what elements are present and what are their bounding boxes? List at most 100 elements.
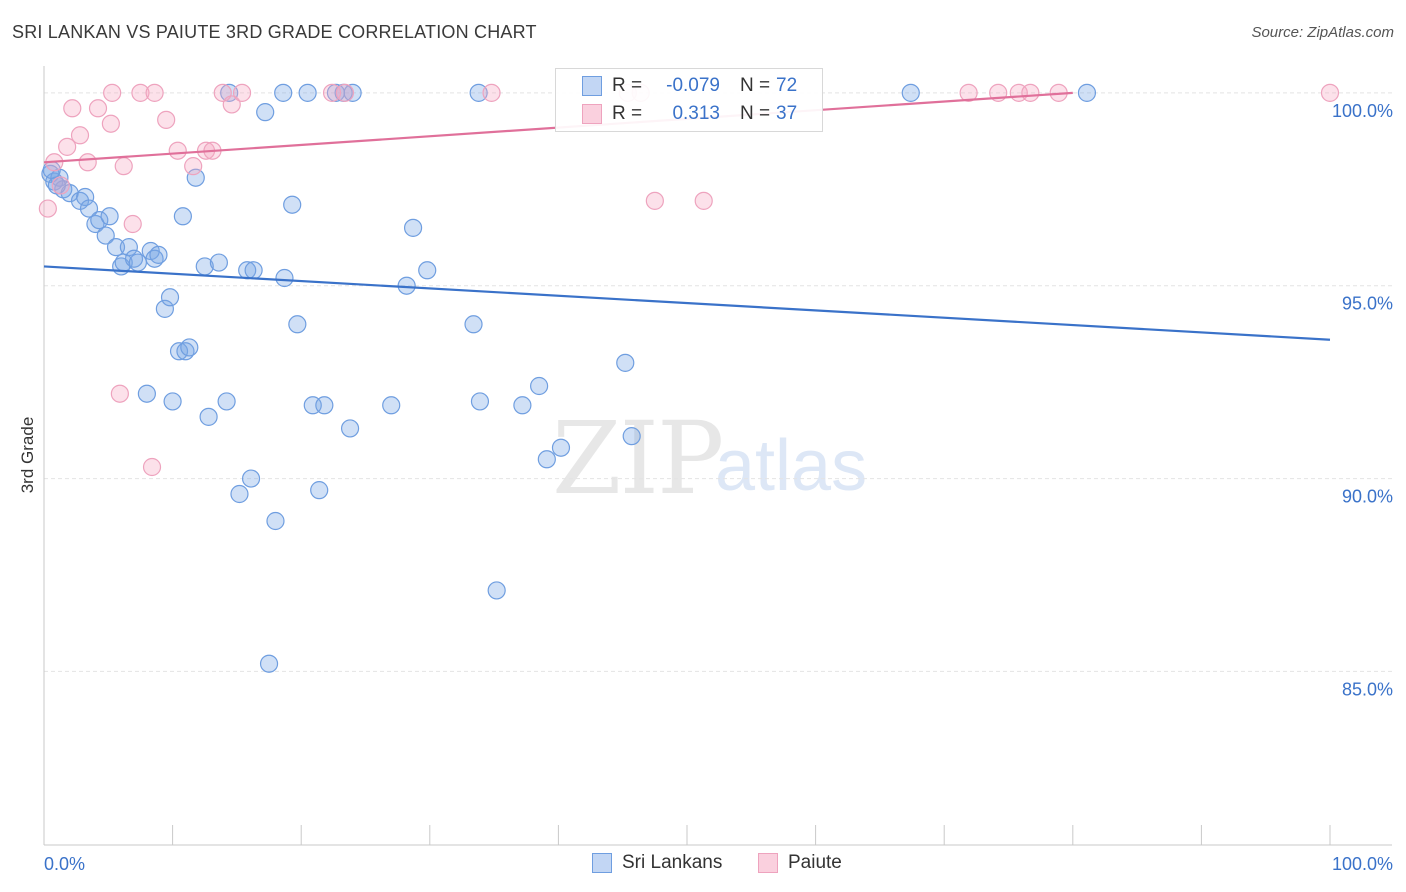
point-sri-lankans: [244, 261, 263, 280]
legend-r-value: -0.079: [666, 75, 720, 96]
legend-n-label: N =: [740, 103, 771, 124]
bottom-legend-paiute: Paiute: [758, 852, 842, 874]
point-sri-lankans: [100, 207, 119, 226]
point-sri-lankans: [622, 427, 641, 446]
point-sri-lankans: [382, 396, 401, 415]
trendline-sri-lankans: [43, 265, 1331, 341]
y-tick-label: 90.0%: [1342, 487, 1393, 507]
point-paiute: [232, 83, 252, 102]
point-paiute: [482, 83, 501, 102]
point-sri-lankans: [90, 211, 109, 230]
point-sri-lankans: [169, 342, 189, 361]
point-paiute: [145, 83, 164, 102]
point-paiute: [63, 99, 82, 118]
y-tick-label: 100.0%: [1332, 101, 1393, 121]
point-paiute: [222, 95, 241, 114]
point-sri-lankans: [220, 83, 239, 102]
point-sri-lankans: [470, 392, 490, 411]
legend-n-label: N =: [740, 75, 771, 96]
point-sri-lankans: [149, 245, 168, 264]
point-sri-lankans: [310, 481, 329, 500]
point-paiute: [959, 83, 978, 102]
point-sri-lankans: [418, 261, 437, 280]
point-paiute: [110, 384, 129, 403]
chart-title: SRI LANKAN VS PAIUTE 3RD GRADE CORRELATI…: [12, 22, 537, 42]
point-sri-lankans: [275, 268, 294, 288]
legend-swatch-paiute: [582, 104, 602, 124]
point-paiute: [645, 191, 664, 210]
bottom-legend-sri-lankans: Sri Lankans: [592, 852, 722, 874]
point-sri-lankans: [513, 396, 532, 415]
y-tick-label: 85.0%: [1342, 679, 1393, 699]
point-sri-lankans: [487, 581, 506, 600]
point-sri-lankans: [298, 83, 317, 102]
watermark-atlas: atlas: [715, 426, 868, 506]
point-sri-lankans: [403, 218, 423, 237]
legend-row-sri-lankans: R = -0.079 N = 72: [582, 73, 797, 99]
point-paiute: [78, 153, 97, 172]
point-sri-lankans: [79, 199, 99, 218]
watermark-zip: ZIP: [552, 400, 724, 517]
point-sri-lankans: [340, 419, 360, 438]
point-sri-lankans: [230, 484, 249, 504]
point-sri-lankans: [530, 376, 549, 396]
point-paiute: [101, 114, 120, 133]
point-sri-lankans: [241, 469, 261, 488]
point-sri-lankans: [256, 103, 275, 122]
point-sri-lankans: [180, 338, 199, 357]
point-sri-lankans: [1077, 83, 1097, 102]
point-sri-lankans: [551, 438, 571, 457]
point-sri-lankans: [274, 83, 293, 102]
point-paiute: [114, 157, 133, 176]
legend-swatch-sri-lankans: [582, 76, 602, 96]
point-sri-lankans: [288, 315, 307, 334]
point-paiute: [51, 176, 70, 195]
point-sri-lankans: [616, 353, 635, 372]
point-sri-lankans: [537, 450, 556, 469]
point-sri-lankans: [209, 253, 228, 272]
point-sri-lankans: [901, 83, 920, 102]
point-paiute: [103, 83, 122, 102]
point-paiute: [131, 83, 150, 102]
source-label: Source: ZipAtlas.com: [1251, 24, 1394, 41]
point-paiute: [58, 137, 77, 156]
x-tick-label: 0.0%: [44, 854, 85, 874]
point-paiute: [88, 99, 108, 118]
point-paiute: [38, 199, 57, 218]
point-paiute: [1320, 83, 1340, 102]
legend-n-value: 37: [776, 103, 798, 124]
point-paiute: [142, 457, 162, 477]
point-sri-lankans: [119, 238, 138, 257]
x-tick-label: 100.0%: [1332, 854, 1393, 874]
legend-r-label: R =: [612, 75, 643, 96]
point-sri-lankans: [163, 392, 182, 411]
point-sri-lankans: [217, 392, 236, 411]
point-sri-lankans: [315, 396, 334, 415]
bottom-legend-swatch-sri-lankans: [592, 853, 612, 873]
bottom-legend-label-paiute: Paiute: [788, 852, 842, 873]
legend-r-value: 0.313: [672, 103, 720, 124]
point-paiute: [322, 83, 342, 102]
point-paiute: [157, 110, 176, 129]
point-sri-lankans: [464, 315, 483, 334]
point-sri-lankans: [266, 511, 285, 531]
bottom-legend-label-sri-lankans: Sri Lankans: [622, 852, 723, 873]
stats-legend: R = -0.079 N = 72 R = 0.313 N = 37: [555, 68, 823, 132]
point-sri-lankans: [155, 299, 174, 318]
point-sri-lankans: [469, 83, 488, 102]
point-paiute: [694, 191, 713, 210]
legend-row-paiute: R = 0.313 N = 37: [582, 101, 797, 127]
legend-r-label: R =: [612, 103, 643, 124]
y-axis-label: 3rd Grade: [18, 416, 37, 494]
point-sri-lankans: [96, 226, 115, 245]
point-paiute: [123, 214, 142, 234]
point-sri-lankans: [186, 168, 205, 187]
point-sri-lankans: [160, 288, 180, 307]
y-tick-label: 95.0%: [1342, 294, 1393, 314]
point-sri-lankans: [343, 83, 362, 102]
point-paiute: [335, 83, 355, 102]
point-paiute: [70, 126, 90, 145]
point-sri-lankans: [259, 654, 279, 673]
point-paiute: [184, 157, 203, 176]
